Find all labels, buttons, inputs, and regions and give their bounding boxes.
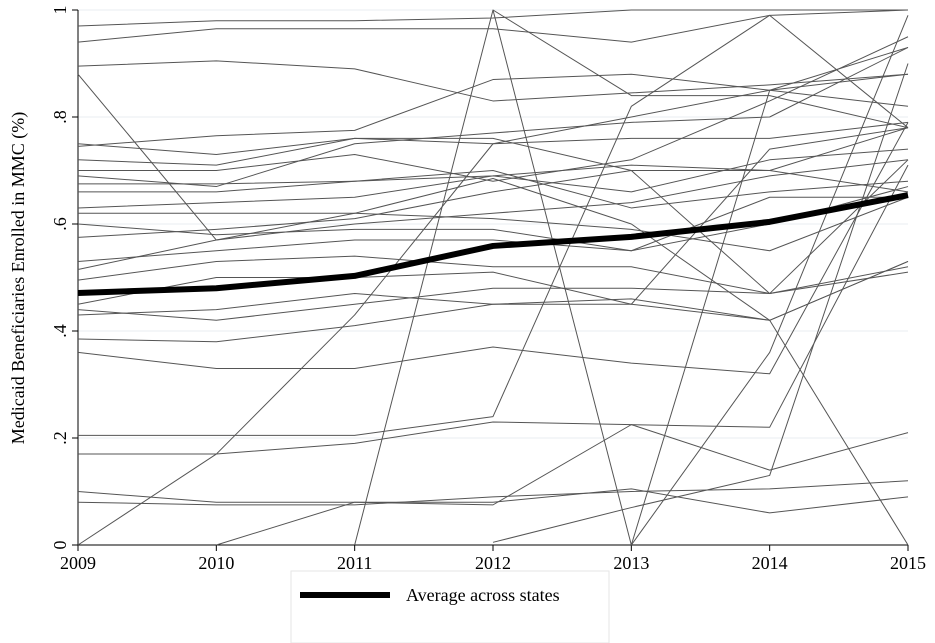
state-line (77, 47, 909, 188)
x-tick-label: 2013 (613, 553, 649, 573)
state-line (77, 148, 909, 209)
x-tick-label: 2012 (475, 553, 511, 573)
state-line (77, 271, 909, 321)
state-line (77, 60, 909, 102)
state-line (216, 424, 909, 546)
y-tick-label: .4 (50, 324, 70, 338)
state-line (492, 9, 909, 546)
x-tick-label: 2011 (337, 553, 372, 573)
y-tick-label: .2 (50, 431, 70, 445)
x-tick-label: 2015 (890, 553, 926, 573)
state-line (78, 170, 909, 209)
state-line (78, 14, 909, 436)
state-line (77, 9, 908, 27)
x-tick-label: 2010 (198, 553, 234, 573)
state-line (77, 170, 909, 238)
state-line (78, 36, 909, 182)
state-line (492, 63, 909, 543)
state-line (77, 480, 909, 506)
state-line (78, 196, 909, 252)
legend-label: Average across states (406, 585, 560, 605)
x-tick-label: 2009 (60, 553, 96, 573)
x-tick-label: 2014 (752, 553, 788, 573)
average-line (77, 192, 909, 297)
y-tick-label: 0 (50, 541, 70, 550)
state-line (77, 122, 909, 375)
y-tick-label: .6 (50, 217, 70, 231)
y-axis-label: Medicaid Beneficiaries Enrolled in MMC (… (8, 112, 29, 444)
y-tick-label: 1 (50, 6, 70, 15)
state-line (354, 9, 909, 546)
state-line (77, 127, 909, 305)
y-tick-label: .8 (50, 110, 70, 124)
state-line (77, 196, 908, 262)
legend-box (290, 570, 610, 643)
state-line (77, 260, 909, 343)
state-line (77, 488, 909, 514)
state-line (630, 15, 909, 546)
